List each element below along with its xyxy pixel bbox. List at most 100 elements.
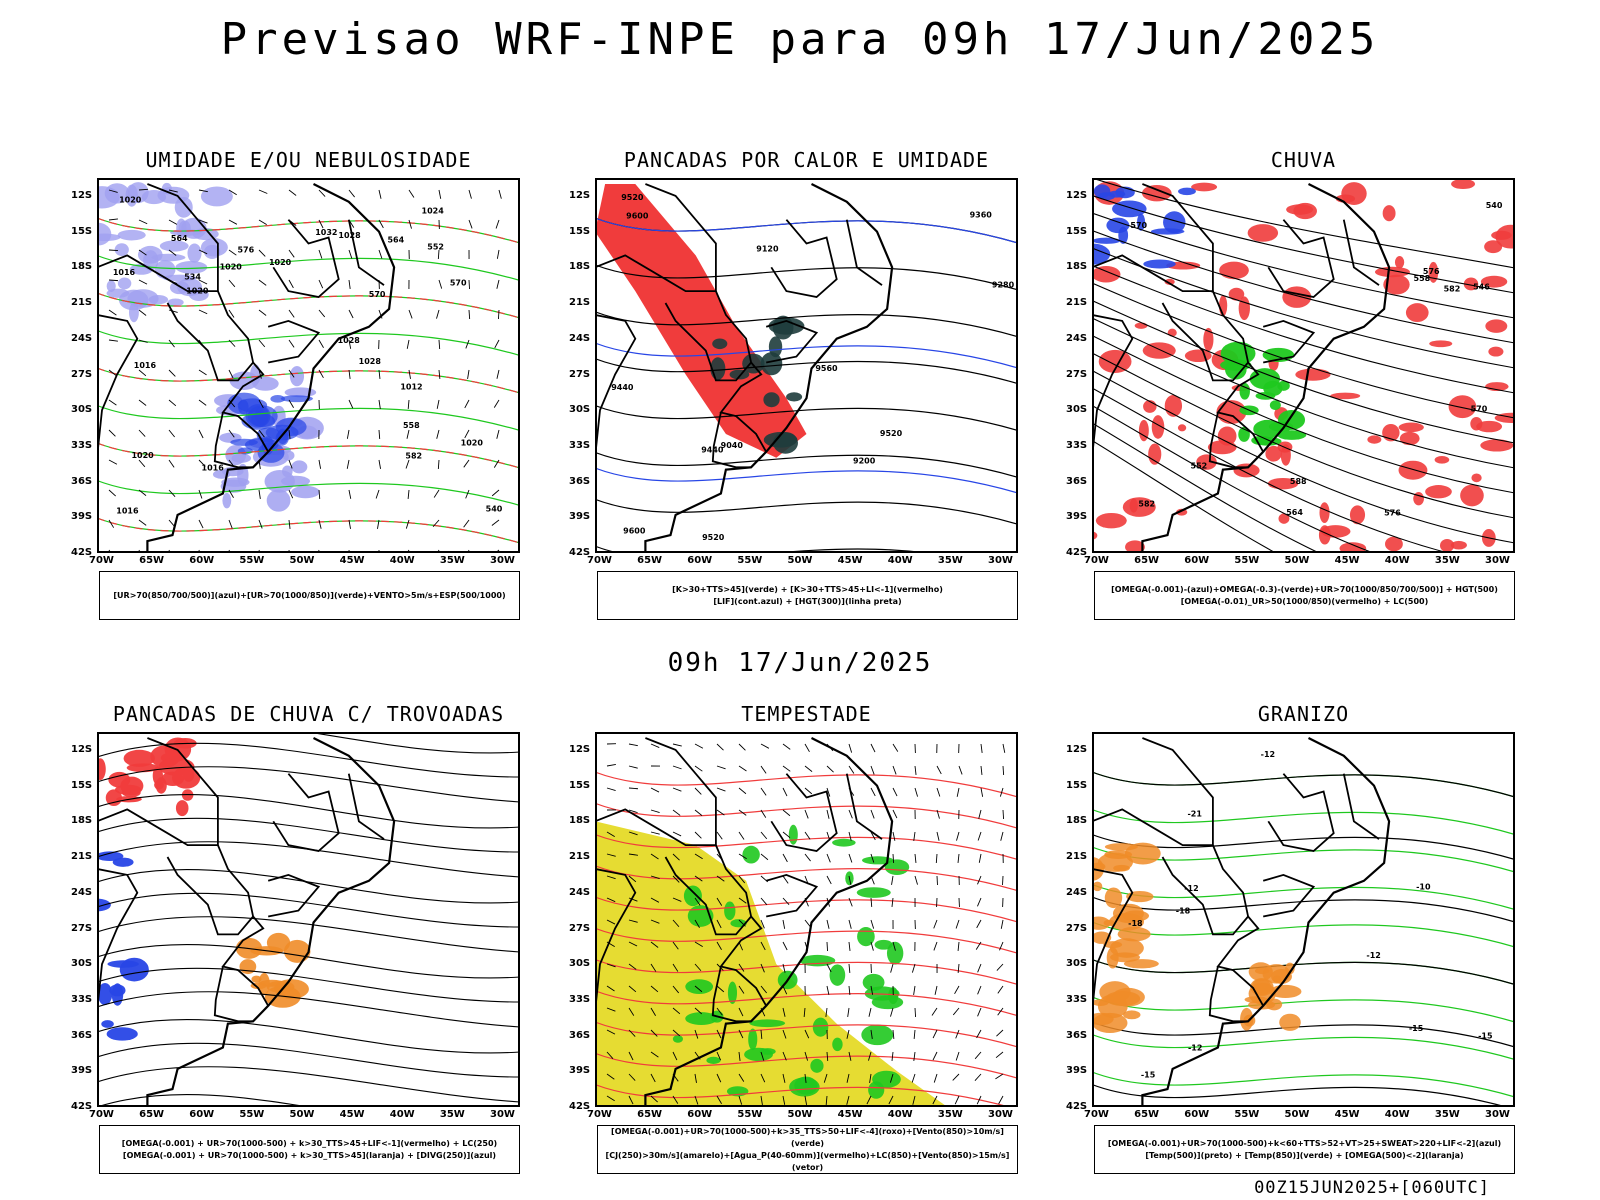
latitude-label: 15S <box>1066 225 1088 237</box>
humidity-area <box>270 395 286 403</box>
streamline <box>97 793 520 829</box>
wind-arrow <box>694 875 703 882</box>
border-line <box>1092 868 1134 1012</box>
wind-arrow <box>346 429 350 439</box>
contour-label: -21 <box>1187 809 1202 818</box>
wind-arrow <box>168 189 178 193</box>
wind-arrow <box>465 339 470 349</box>
wind-arrow <box>974 1073 982 1081</box>
wind-arrow <box>258 399 264 409</box>
humidity-area <box>237 398 268 413</box>
streamline <box>1092 194 1515 294</box>
wind-arrow <box>782 853 788 863</box>
wind-arrow <box>848 875 852 885</box>
wind-arrow <box>405 459 410 469</box>
wind-arrow <box>258 339 266 348</box>
wind-arrow <box>628 875 637 883</box>
border-line <box>845 773 883 840</box>
wind-arrow <box>933 941 938 951</box>
rain-area <box>1203 327 1214 352</box>
border-line <box>719 361 767 453</box>
wind-arrow <box>650 853 659 860</box>
wind-arrow <box>606 875 616 880</box>
streamline <box>97 943 520 979</box>
wind-arrow <box>869 1073 872 1083</box>
wind-arrow <box>716 897 723 906</box>
latitude-label: 21S <box>71 297 93 309</box>
wind-arrow <box>346 459 350 469</box>
contour-label: -18 <box>1176 906 1191 915</box>
wind-arrow <box>694 941 703 948</box>
coastline <box>644 183 894 553</box>
longitude-label: 45W <box>339 555 365 566</box>
humidity-area <box>264 470 295 493</box>
latitude-label: 36S <box>1066 475 1088 487</box>
coastline <box>146 183 396 553</box>
rain-area <box>1451 178 1476 190</box>
wind-arrow <box>823 1073 828 1083</box>
wind-arrow <box>782 743 791 750</box>
longitude-label: 60W <box>189 555 215 566</box>
wind-arrow <box>318 339 324 348</box>
rain-area <box>1488 346 1504 357</box>
humidity-area <box>159 240 189 252</box>
wind-arrow <box>977 963 982 973</box>
wind-arrow <box>650 941 659 948</box>
longitude-label: 50W <box>289 1109 315 1120</box>
wind-arrow <box>760 985 768 994</box>
longitude-label: 55W <box>239 1109 265 1120</box>
humidity-area <box>229 371 259 390</box>
wind-arrow <box>288 489 294 499</box>
contour-label: 9440 <box>701 445 724 454</box>
wind-arrow <box>888 1095 894 1105</box>
wind-arrow <box>168 249 177 256</box>
wind-arrow <box>738 963 745 972</box>
wind-arrow <box>936 765 942 775</box>
contour-label: 1012 <box>400 382 422 391</box>
divergence-area <box>109 984 126 997</box>
latitude-label: 18S <box>1066 815 1088 827</box>
latitude-label: 18S <box>1066 261 1088 273</box>
humidity-area <box>104 183 130 204</box>
wind-arrow <box>738 853 747 860</box>
wind-arrow <box>436 429 440 439</box>
legend-line: [K>30+TTS>45](verde) + [K>30+TTS>45+LI<-… <box>672 584 943 594</box>
longitude-label: 35W <box>937 1109 963 1120</box>
contour-line <box>1092 1083 1508 1107</box>
streamline <box>97 766 520 803</box>
wind-arrow <box>870 897 873 908</box>
border-line <box>1216 361 1264 453</box>
rain-area <box>1319 502 1330 524</box>
contour-label: 564 <box>171 234 188 243</box>
longitude-label: 45W <box>837 555 863 566</box>
wind-arrow <box>977 1007 982 1017</box>
wind-arrow <box>650 897 660 903</box>
longitude-label: 50W <box>1284 1109 1310 1120</box>
wind-area <box>884 859 910 875</box>
wind-arrow <box>168 339 175 348</box>
wind-arrow <box>628 765 638 769</box>
wind-arrow <box>108 369 117 376</box>
rain-area <box>1367 435 1382 444</box>
humidity-area <box>251 411 268 427</box>
wind-arrow <box>628 985 637 993</box>
wind-arrow <box>716 985 725 993</box>
rain-area <box>1191 182 1218 192</box>
wind-arrow <box>957 941 960 951</box>
rain-area <box>1141 185 1172 202</box>
wind-arrow <box>848 985 851 995</box>
wind-arrow <box>760 809 767 818</box>
humidity-area <box>200 186 233 207</box>
rain-area <box>1330 392 1361 400</box>
wind-arrow <box>804 1029 810 1039</box>
wind-arrow <box>716 1007 723 1016</box>
latitude-label: 42S <box>569 547 591 558</box>
wind-arrow <box>138 219 148 225</box>
wind-arrow <box>491 519 500 526</box>
latitude-label: 39S <box>569 511 591 523</box>
contour-label: 1020 <box>131 451 154 460</box>
wind-arrow <box>672 985 680 994</box>
wind-arrow <box>870 831 876 841</box>
wind-arrow <box>672 831 682 837</box>
contour-lines <box>595 771 1018 1107</box>
